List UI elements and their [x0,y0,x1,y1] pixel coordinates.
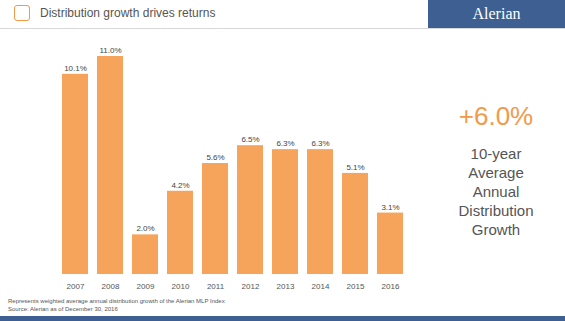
svg-text:2007: 2007 [67,282,85,291]
html-text:Represents weighted average an: Represents weighted average annual distr… [8,298,225,304]
html-text:Average: Average [468,164,524,181]
html-text:Alerian: Alerian [472,5,521,22]
svg-text:2014: 2014 [312,282,330,291]
svg-text:6.5%: 6.5% [241,135,259,144]
html-text:Distribution growth drives ret: Distribution growth drives returns [40,6,216,20]
svg-text:5.1%: 5.1% [346,163,364,172]
svg-text:2010: 2010 [172,282,190,291]
svg-text:2011: 2011 [207,282,225,291]
html-text:Growth: Growth [471,221,521,238]
svg-text:2.0%: 2.0% [136,224,154,233]
svg-text:6.3%: 6.3% [311,139,329,148]
svg-text:4.2%: 4.2% [171,181,189,190]
svg-text:2012: 2012 [242,282,260,291]
html-text:10-year: 10-year [470,145,522,162]
svg-text:3.1%: 3.1% [381,203,399,212]
html-text:Annual: Annual [472,183,520,200]
svg-text:2013: 2013 [277,282,295,291]
svg-text:10.1%: 10.1% [64,64,87,73]
svg-text:6.3%: 6.3% [276,139,294,148]
svg-text:5.6%: 5.6% [206,153,224,162]
svg-text:2009: 2009 [137,282,155,291]
svg-text:2016: 2016 [382,282,400,291]
html-text:+6.0%: +6.0% [458,101,534,131]
svg-text:2015: 2015 [347,282,365,291]
svg-text:11.0%: 11.0% [99,46,121,55]
svg-text:2008: 2008 [102,282,120,291]
html-text:Source: Alerian as of December: Source: Alerian as of December 30, 2016 [8,306,118,312]
html-text:Distribution: Distribution [458,202,534,219]
